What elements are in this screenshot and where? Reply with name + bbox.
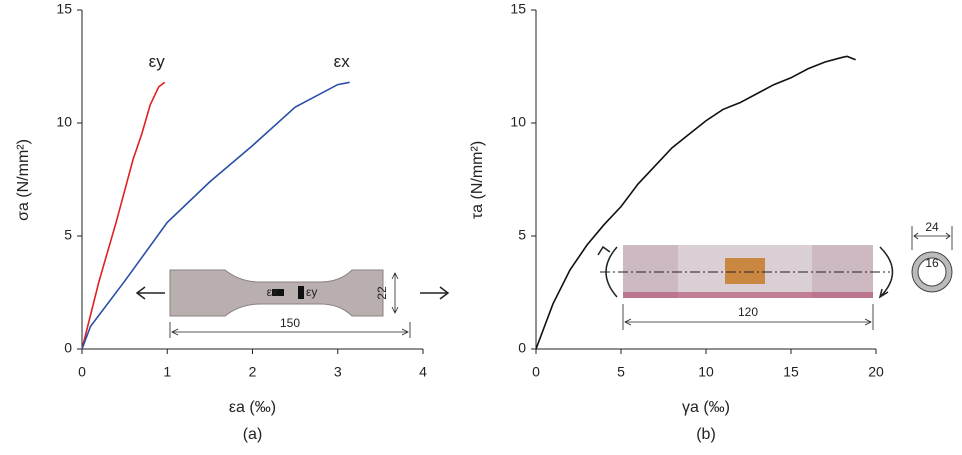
arrow [597, 245, 618, 298]
x-axis-title: γa (‰) [682, 399, 730, 416]
annotation: 120 [738, 305, 758, 319]
x-tick-label: 15 [783, 364, 799, 380]
data-line [81, 81, 166, 350]
x-axis-title: εa (‰) [229, 399, 276, 416]
y-axis-title: σa (N/mm²) [15, 139, 32, 221]
arrow [878, 246, 894, 299]
dimension [911, 226, 953, 250]
y-tick-label: 5 [518, 227, 526, 243]
annotation: εx [267, 285, 278, 299]
x-tick-label: 20 [868, 364, 884, 380]
series-label: εx [334, 52, 351, 71]
x-tick-label: 10 [698, 364, 714, 380]
gauge [298, 286, 304, 299]
annotation: 24 [925, 220, 939, 234]
data-line [81, 81, 350, 350]
x-tick-label: 4 [419, 364, 427, 380]
dimension [391, 272, 399, 314]
y-tick-label: 15 [56, 1, 72, 17]
gauge [272, 289, 284, 296]
y-tick-label: 10 [56, 114, 72, 130]
y-axis-title: τa (N/mm²) [469, 141, 486, 219]
y-tick-label: 15 [510, 1, 526, 17]
dimension [169, 322, 411, 338]
dimension [622, 304, 874, 330]
x-tick-label: 0 [78, 364, 86, 380]
annotation: 16 [925, 256, 939, 270]
y-tick-label: 0 [64, 340, 72, 356]
annotation: 22 [375, 286, 389, 300]
y-tick-label: 10 [510, 114, 526, 130]
annotation: 150 [280, 316, 300, 330]
x-tick-label: 5 [617, 364, 625, 380]
arrow [135, 286, 165, 300]
annotation: εy [306, 285, 317, 299]
y-tick-label: 5 [64, 227, 72, 243]
specimen-b [597, 226, 953, 330]
x-tick-label: 3 [334, 364, 342, 380]
caption: (a) [243, 426, 263, 443]
gauge [725, 258, 765, 284]
data-line [535, 55, 856, 350]
y-tick-label: 0 [518, 340, 526, 356]
specimen-a [135, 269, 450, 338]
x-tick-label: 0 [532, 364, 540, 380]
series-label: εy [149, 52, 166, 71]
x-tick-label: 2 [249, 364, 257, 380]
x-tick-label: 1 [163, 364, 171, 380]
tube-edge [623, 292, 873, 298]
tube-bore [917, 257, 947, 287]
arrow [420, 286, 450, 300]
caption: (b) [696, 426, 716, 443]
